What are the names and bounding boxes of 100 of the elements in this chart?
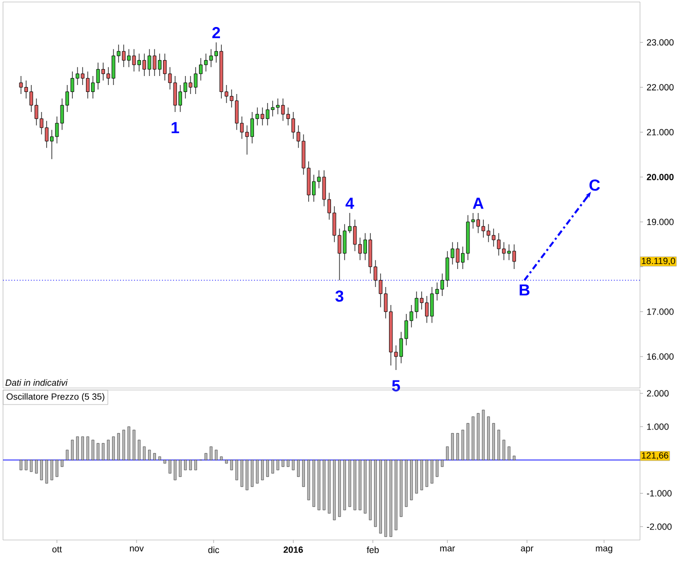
bar	[512, 456, 516, 460]
bar	[343, 460, 346, 510]
bar	[440, 460, 444, 467]
bar	[446, 446, 449, 460]
bar	[163, 460, 166, 464]
bar	[112, 436, 115, 460]
bar	[60, 460, 64, 467]
bar	[338, 460, 341, 517]
y-tick-label: -2.000	[646, 523, 672, 530]
bar	[328, 460, 331, 514]
annotation: A	[472, 198, 484, 209]
bar	[466, 423, 470, 460]
annotation: 3	[335, 290, 344, 302]
chart-title: Oscillatore Prezzo (5 35)	[6, 393, 104, 402]
bar	[487, 416, 490, 460]
bar	[368, 460, 372, 520]
y-tick-label: 19.000	[647, 218, 674, 226]
bar	[178, 460, 182, 477]
annotation: 2	[212, 27, 220, 38]
y-tick-label: 20.000	[646, 174, 674, 180]
bar	[153, 453, 156, 460]
annotation: 4	[346, 198, 354, 209]
bar	[436, 460, 438, 477]
bar	[497, 430, 500, 460]
bar	[482, 410, 485, 460]
bar	[276, 460, 280, 470]
bar	[415, 460, 418, 494]
bar	[404, 460, 408, 507]
bar	[472, 416, 474, 460]
bar	[374, 460, 377, 527]
y-tick-label: 23.000	[646, 39, 674, 46]
bar	[420, 460, 424, 490]
annotation: Dati in indicativi	[5, 379, 68, 386]
bar	[508, 446, 510, 460]
bar	[76, 436, 79, 460]
bar	[128, 426, 130, 460]
bar	[24, 460, 28, 470]
bar	[456, 433, 459, 460]
bar	[50, 460, 54, 480]
annotation: 1	[172, 122, 180, 134]
bar	[354, 460, 356, 510]
bar	[204, 453, 208, 460]
bar	[220, 456, 223, 460]
y-tick-label: 1.000	[647, 423, 669, 430]
bar	[20, 460, 22, 470]
bar	[286, 460, 290, 467]
x-tick-label: 2016	[284, 546, 303, 553]
bar	[425, 460, 428, 487]
x-tick-label: apr	[520, 546, 534, 554]
x-tick-label: mag	[596, 546, 612, 554]
bar	[194, 460, 198, 470]
bar	[364, 460, 367, 514]
bar	[35, 460, 38, 474]
text: 18.119,0	[642, 258, 676, 266]
y-tick-label: 17.000	[647, 308, 674, 315]
bar	[122, 430, 126, 460]
bar	[45, 460, 48, 484]
bar	[476, 413, 480, 460]
bar	[71, 440, 74, 460]
bar	[92, 440, 94, 460]
bar	[214, 450, 218, 460]
bar	[132, 430, 136, 460]
bar	[379, 460, 382, 534]
bar	[256, 460, 259, 484]
bar	[461, 430, 464, 460]
bar	[394, 460, 398, 530]
bar	[302, 460, 305, 487]
bar	[142, 446, 146, 460]
bar	[86, 436, 90, 460]
bar	[451, 433, 454, 460]
bar	[261, 460, 264, 480]
annotation: 5	[392, 380, 400, 392]
y-tick-label: 2.000	[646, 390, 669, 396]
bar	[189, 460, 192, 470]
y-tick-label: 22.000	[646, 84, 674, 90]
bar	[332, 460, 336, 520]
annotation: B	[520, 284, 530, 296]
bar	[30, 460, 33, 472]
bar	[210, 446, 212, 460]
x-tick-label: feb	[366, 546, 379, 554]
bar	[282, 460, 284, 467]
bar	[358, 460, 362, 510]
bar	[400, 460, 402, 517]
bar	[102, 443, 105, 460]
bar	[502, 440, 506, 460]
bar	[318, 460, 320, 510]
bar	[390, 460, 392, 537]
bar	[230, 460, 233, 470]
bar	[40, 460, 43, 480]
bar	[271, 460, 274, 474]
bar	[240, 460, 244, 487]
bar	[410, 460, 413, 500]
bar	[66, 450, 69, 460]
y-tick-label: -1.000	[646, 490, 672, 496]
bar	[250, 460, 254, 487]
bar	[384, 460, 388, 537]
bar	[96, 443, 100, 460]
bar	[225, 460, 228, 464]
bar	[117, 433, 120, 460]
x-tick-label: dic	[208, 546, 220, 554]
